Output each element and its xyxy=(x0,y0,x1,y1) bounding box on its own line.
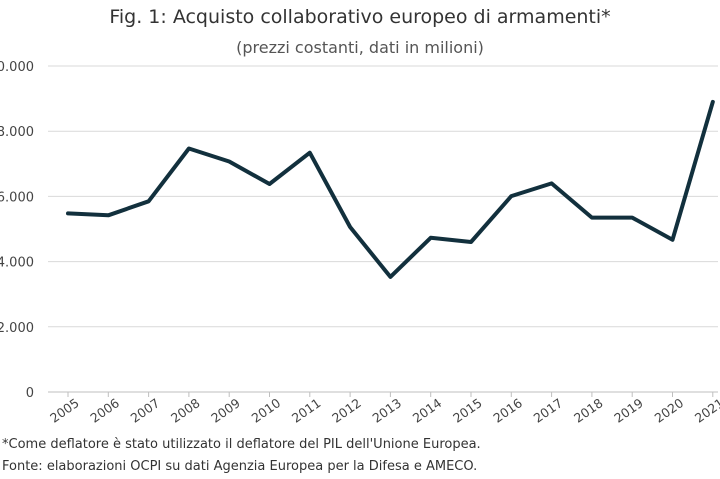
data-point xyxy=(348,225,352,229)
data-point xyxy=(268,182,272,186)
x-tick-label: 2016 xyxy=(490,395,525,426)
y-tick-label: 10.000 xyxy=(0,60,34,75)
y-tick-label: 0 xyxy=(26,386,34,401)
x-tick-label: 2010 xyxy=(249,395,284,426)
x-tick-label: 2006 xyxy=(87,395,122,426)
x-axis: 2005 2006 2007 2008 2009 2010 2011 2012 2013 2014… xyxy=(47,392,720,426)
data-point xyxy=(630,216,634,220)
x-tick-label: 2008 xyxy=(168,395,203,426)
x-tick-label: 2021 xyxy=(692,395,720,426)
y-tick-label: 6.000 xyxy=(0,190,34,205)
data-point xyxy=(388,275,392,279)
y-tick-label: 8.000 xyxy=(0,125,34,140)
data-point xyxy=(66,211,70,215)
data-point xyxy=(227,160,231,164)
x-tick-label: 2009 xyxy=(208,395,243,426)
data-point xyxy=(550,181,554,185)
data-point xyxy=(106,213,110,217)
x-tick-label: 2020 xyxy=(652,395,687,426)
data-point xyxy=(187,146,191,150)
data-point xyxy=(590,216,594,220)
x-tick-label: 2013 xyxy=(369,395,404,426)
x-tick-label: 2018 xyxy=(571,395,606,426)
gridlines xyxy=(48,65,718,393)
x-tick-label: 2014 xyxy=(410,395,445,426)
x-tick-label: 2012 xyxy=(329,395,364,426)
y-tick-label: 4.000 xyxy=(0,256,34,271)
source-note: Fonte: elaborazioni OCPI su dati Agenzia… xyxy=(2,459,478,474)
chart-subtitle: (prezzi costanti, dati in milioni) xyxy=(236,38,484,57)
x-tick-label: 2019 xyxy=(611,395,646,426)
y-tick-label: 2.000 xyxy=(0,321,34,336)
data-point xyxy=(509,194,513,198)
x-tick-label: 2011 xyxy=(289,395,324,426)
x-tick-label: 2007 xyxy=(128,395,163,426)
data-point xyxy=(429,236,433,240)
chart-title: Fig. 1: Acquisto collaborativo europeo d… xyxy=(109,6,611,28)
data-point xyxy=(147,199,151,203)
series-line xyxy=(66,99,715,279)
data-point xyxy=(308,151,312,155)
series-line-group xyxy=(66,99,715,279)
footnote: *Come deflatore è stato utilizzato il de… xyxy=(2,437,481,452)
x-tick-label: 2015 xyxy=(450,395,485,426)
data-point xyxy=(671,238,675,242)
data-point xyxy=(469,240,473,244)
x-tick-label: 2005 xyxy=(47,395,82,426)
x-tick-label: 2017 xyxy=(531,395,566,426)
y-axis: 0 2.000 4.000 6.000 8.000 10.000 xyxy=(0,60,34,401)
data-point xyxy=(711,100,715,104)
